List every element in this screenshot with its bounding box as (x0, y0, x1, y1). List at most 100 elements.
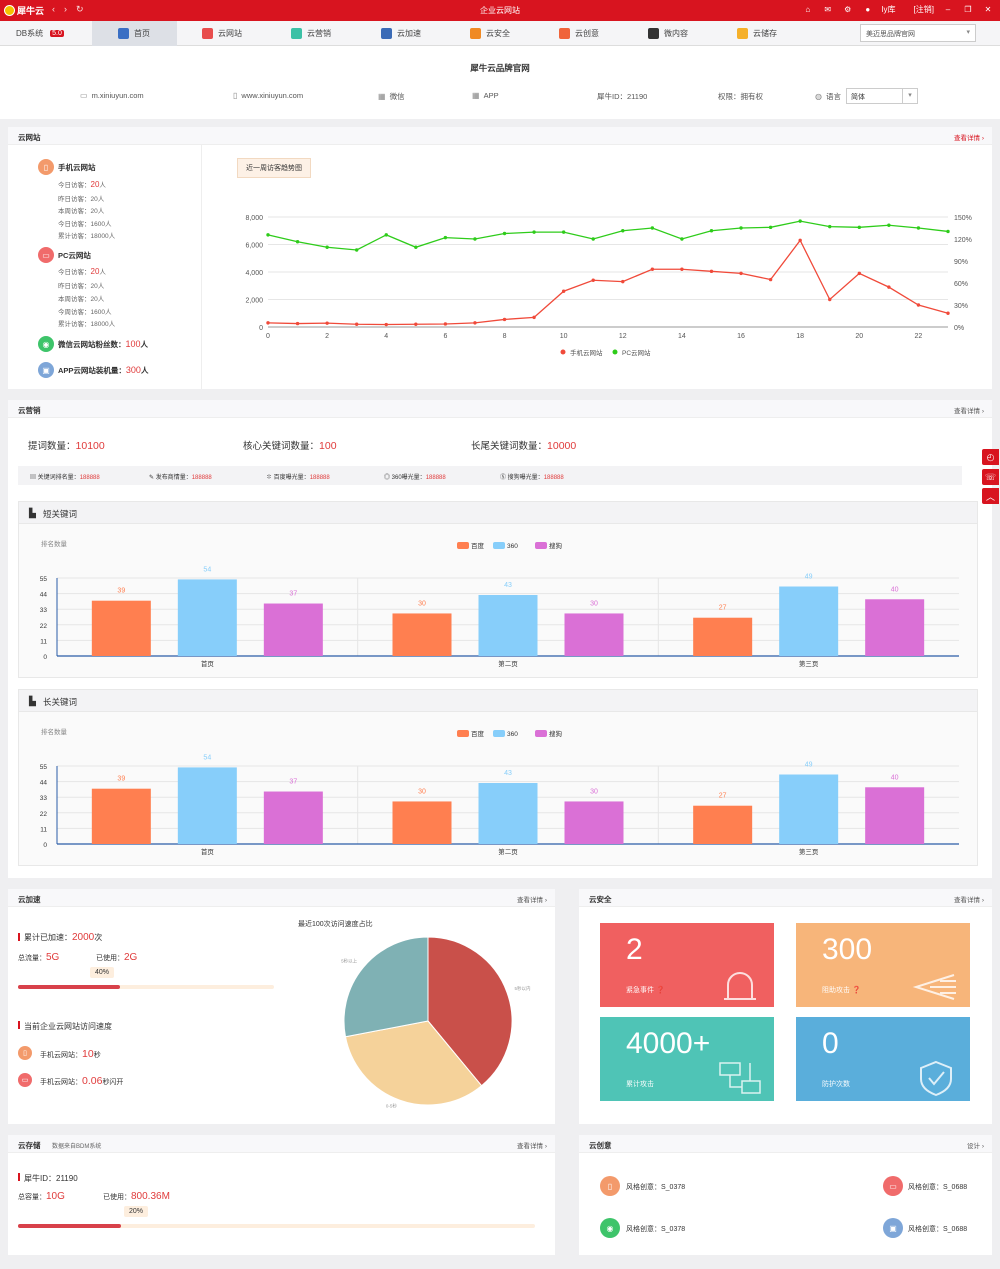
back-icon[interactable]: ‹ (52, 4, 55, 14)
exposure-strip: ▤ 关键词排名量：188888 ✎ 发布商情量：188888 ✽ 百度曝光量：1… (18, 466, 962, 485)
view-details-link[interactable]: 查看详情 › (954, 897, 984, 904)
accel-count: 累计已加速：2000次 (24, 932, 102, 943)
legend-marker (535, 730, 547, 737)
tab-cloud-accel[interactable]: 云加速 (381, 21, 421, 46)
forward-icon[interactable]: › (64, 4, 67, 14)
language-text: 语言 (825, 92, 841, 101)
back-to-top-icon[interactable]: ︿ (982, 488, 999, 504)
help-icon[interactable]: ❓ (655, 987, 665, 994)
tab-label: 云网站 (218, 29, 242, 38)
app-link[interactable]: ▦ APP (472, 91, 499, 100)
keyword-rank-stat: ▤ 关键词排名量：188888 (30, 472, 100, 481)
data-point (473, 321, 477, 325)
view-details-link[interactable]: 查看详情 › (954, 408, 984, 415)
tab-cloud-storage[interactable]: 云储存 (737, 21, 777, 46)
bar (564, 613, 624, 656)
maximize-icon[interactable]: ❐ (964, 4, 972, 14)
bar-chart-icon: ▙ (29, 696, 36, 706)
legend-marker (535, 542, 547, 549)
tab-home[interactable]: 首页 (92, 21, 177, 46)
total-attacks-tile[interactable]: 4000+ 累计攻击 (600, 1017, 774, 1101)
tab-label: 云储存 (753, 29, 777, 38)
view-details-link[interactable]: 查看详情 › (954, 135, 984, 142)
creative-item[interactable]: 风格创意：S_0688 (908, 1184, 968, 1191)
gear-icon[interactable]: ⚙ (844, 4, 852, 14)
mail-icon[interactable]: ✉ (824, 4, 832, 14)
cloud-security-panel: 云安全 查看详情 › 2 紧急事件 ❓ 300 阻助攻击 ❓ 4000+ 累计攻击… (579, 889, 992, 1124)
wechat-icon: ◉ (38, 336, 54, 352)
data-label: 37 (289, 779, 297, 786)
x-tick-label: 4 (384, 333, 388, 340)
data-label: 30 (418, 788, 426, 795)
x-tick-label: 2 (325, 333, 329, 340)
site-select[interactable]: 美迈思品牌官网 (860, 24, 976, 42)
data-label: 49 (805, 574, 813, 581)
stat-label: 提词数量： (28, 441, 76, 452)
wechat-link[interactable]: ▦ 微信 (378, 91, 405, 102)
pc-icon: ▭ (18, 1073, 32, 1087)
compass-icon[interactable]: ◴ (982, 449, 999, 465)
data-point (502, 317, 507, 322)
stat-value: 100 (125, 339, 141, 349)
help-icon[interactable]: ❓ (851, 987, 861, 994)
mobile-url[interactable]: ▭ m.xiniuyun.com (80, 91, 144, 100)
pc-today: 今日访客：20人 (58, 266, 106, 276)
protection-count-tile[interactable]: 0 防护次数 (796, 1017, 970, 1101)
pc-week: 本周访客：20人 (58, 296, 105, 303)
home-icon (118, 28, 129, 39)
data-label: 27 (719, 605, 727, 612)
language-select[interactable]: 简体 (846, 88, 918, 104)
stat-value: 0.06 (82, 1075, 103, 1087)
tile-label-text: 阻助攻击 (822, 987, 850, 994)
data-point (857, 225, 862, 230)
stat-label: 发布商情量： (155, 475, 192, 481)
paw-icon: ✽ (266, 475, 274, 481)
tab-cloud-security[interactable]: 云安全 (470, 21, 510, 46)
tab-db-system[interactable]: DB系统 5.0 (16, 21, 64, 46)
tab-cloud-creative[interactable]: 云创意 (559, 21, 599, 46)
urgent-events-tile[interactable]: 2 紧急事件 ❓ (600, 923, 774, 1007)
creative-item[interactable]: 风格创意：S_0378 (626, 1226, 686, 1233)
home-icon[interactable]: ⌂ (805, 4, 811, 14)
creative-item[interactable]: 风格创意：S_0378 (626, 1184, 686, 1191)
username[interactable]: ly库 (881, 4, 896, 14)
data-point (709, 229, 714, 233)
pc-month: 今周访客：1600人 (58, 309, 112, 316)
x-tick-label: 10 (560, 333, 568, 340)
close-icon[interactable]: ✕ (984, 4, 992, 14)
y-tick-label: 0 (43, 842, 47, 849)
data-point (443, 235, 448, 240)
tab-cloud-marketing[interactable]: 云营销 (291, 21, 331, 46)
chat-icon[interactable]: ☏ (982, 469, 999, 485)
design-link[interactable]: 设计 › (967, 1143, 984, 1150)
legend-label: 百度 (471, 729, 485, 738)
stat-value: 800.36M (131, 1191, 170, 1202)
y-tick-label: 4,000 (245, 270, 263, 277)
tab-micro-content[interactable]: 微内容 (648, 21, 688, 46)
data-label: 43 (504, 770, 512, 777)
data-point (266, 321, 270, 325)
view-details-link[interactable]: 查看详情 › (517, 1143, 547, 1150)
creative-item[interactable]: 风格创意：S_0688 (908, 1226, 968, 1233)
bar (693, 617, 753, 656)
user-icon[interactable]: ● (865, 4, 871, 14)
rhino-logo-icon (4, 5, 15, 16)
logout-link[interactable]: [注销] (913, 4, 934, 14)
keyword-total: 提词数量：10100 (28, 438, 105, 452)
legend-label: 百度 (471, 541, 485, 550)
tab-cloud-site[interactable]: 云网站 (202, 21, 242, 46)
x-tick-label: 22 (915, 333, 923, 340)
stat-unit: 人 (140, 366, 149, 375)
x-tick-label: 12 (619, 333, 627, 340)
pc-url[interactable]: ▯ www.xiniuyun.com (233, 91, 303, 100)
tile-label: 防护次数 (822, 1081, 850, 1088)
cloud-site-panel: 云网站 查看详情 › ▯ 手机云网站 今日访客：20人 昨日访客：20人 本周访客… (8, 127, 992, 389)
data-point (384, 233, 388, 237)
minimize-icon[interactable]: – (945, 4, 951, 14)
blocked-attacks-tile[interactable]: 300 阻助攻击 ❓ (796, 923, 970, 1007)
version-badge: 5.0 (50, 30, 64, 37)
weekly-trend-button[interactable]: 近一周访客趋势图 (237, 158, 311, 178)
refresh-icon[interactable]: ↻ (76, 4, 84, 14)
category-label: 第三页 (799, 847, 819, 856)
view-details-link[interactable]: 查看详情 › (517, 897, 547, 904)
